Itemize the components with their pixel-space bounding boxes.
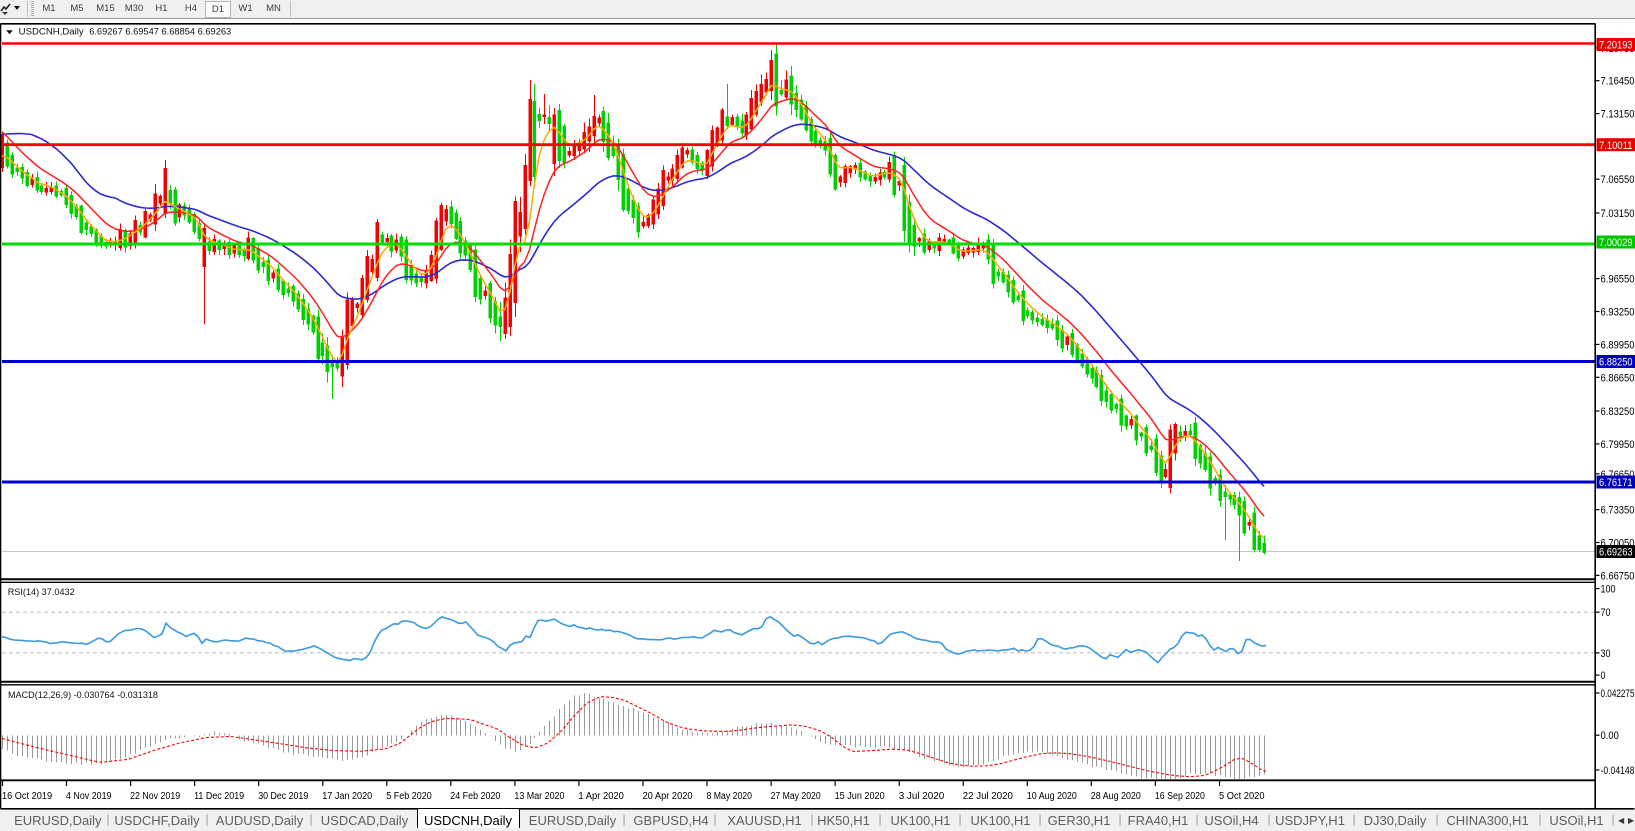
svg-text:30 Dec 2019: 30 Dec 2019 — [258, 791, 308, 802]
svg-text:100: 100 — [1601, 584, 1616, 596]
svg-text:6.73350: 6.73350 — [1601, 505, 1635, 517]
svg-text:27 May 2020: 27 May 2020 — [771, 791, 821, 802]
svg-text:USDCNH,Daily: USDCNH,Daily — [19, 27, 84, 38]
svg-text:20 Apr 2020: 20 Apr 2020 — [643, 791, 693, 802]
svg-text:3 Jul 2020: 3 Jul 2020 — [899, 791, 945, 802]
svg-text:6.79950: 6.79950 — [1601, 439, 1635, 451]
svg-text:22 Nov 2019: 22 Nov 2019 — [130, 791, 180, 802]
svg-text:6.76171: 6.76171 — [1599, 477, 1633, 489]
svg-text:MACD(12,26,9) -0.030764 -0.031: MACD(12,26,9) -0.030764 -0.031318 — [8, 690, 158, 701]
svg-text:6.88250: 6.88250 — [1599, 357, 1633, 369]
svg-text:7.20193: 7.20193 — [1599, 40, 1633, 52]
svg-text:0.00: 0.00 — [1601, 730, 1619, 742]
svg-text:1 Apr 2020: 1 Apr 2020 — [578, 791, 624, 802]
svg-text:0.042275: 0.042275 — [1601, 688, 1635, 700]
svg-text:6.69267 6.69547 6.68854 6.6926: 6.69267 6.69547 6.68854 6.69263 — [89, 27, 231, 38]
svg-text:13 Mar 2020: 13 Mar 2020 — [514, 791, 564, 802]
svg-text:7.00029: 7.00029 — [1599, 237, 1633, 249]
svg-text:5 Oct 2020: 5 Oct 2020 — [1219, 791, 1265, 802]
svg-text:16 Oct 2019: 16 Oct 2019 — [2, 791, 52, 802]
svg-text:16 Sep 2020: 16 Sep 2020 — [1155, 791, 1205, 802]
svg-text:7.10011: 7.10011 — [1599, 140, 1633, 152]
svg-text:28 Aug 2020: 28 Aug 2020 — [1091, 791, 1141, 802]
svg-text:6.89950: 6.89950 — [1601, 339, 1635, 351]
svg-text:15 Jun 2020: 15 Jun 2020 — [835, 791, 885, 802]
svg-text:24 Feb 2020: 24 Feb 2020 — [450, 791, 500, 802]
svg-text:17 Jan 2020: 17 Jan 2020 — [322, 791, 372, 802]
svg-text:30: 30 — [1601, 648, 1611, 660]
svg-text:22 Jul 2020: 22 Jul 2020 — [963, 791, 1013, 802]
svg-text:10 Aug 2020: 10 Aug 2020 — [1027, 791, 1077, 802]
svg-text:70: 70 — [1601, 607, 1611, 619]
svg-text:6.86650: 6.86650 — [1601, 372, 1635, 384]
svg-text:5 Feb 2020: 5 Feb 2020 — [386, 791, 432, 802]
svg-text:RSI(14) 37.0432: RSI(14) 37.0432 — [8, 587, 75, 598]
svg-text:7.03150: 7.03150 — [1601, 208, 1635, 220]
svg-text:6.93250: 6.93250 — [1601, 307, 1635, 319]
svg-text:-0.04148: -0.04148 — [1601, 765, 1635, 777]
svg-text:6.96550: 6.96550 — [1601, 274, 1635, 286]
svg-text:7.13150: 7.13150 — [1601, 109, 1635, 121]
svg-text:0: 0 — [1601, 670, 1606, 682]
svg-text:6.83250: 6.83250 — [1601, 406, 1635, 418]
svg-text:11 Dec 2019: 11 Dec 2019 — [194, 791, 244, 802]
svg-text:7.06550: 7.06550 — [1601, 174, 1635, 186]
svg-text:7.16450: 7.16450 — [1601, 76, 1635, 88]
svg-text:6.69263: 6.69263 — [1599, 547, 1633, 559]
svg-text:6.66750: 6.66750 — [1601, 570, 1635, 582]
svg-text:4 Nov 2019: 4 Nov 2019 — [66, 791, 112, 802]
svg-text:8 May 2020: 8 May 2020 — [707, 791, 753, 802]
